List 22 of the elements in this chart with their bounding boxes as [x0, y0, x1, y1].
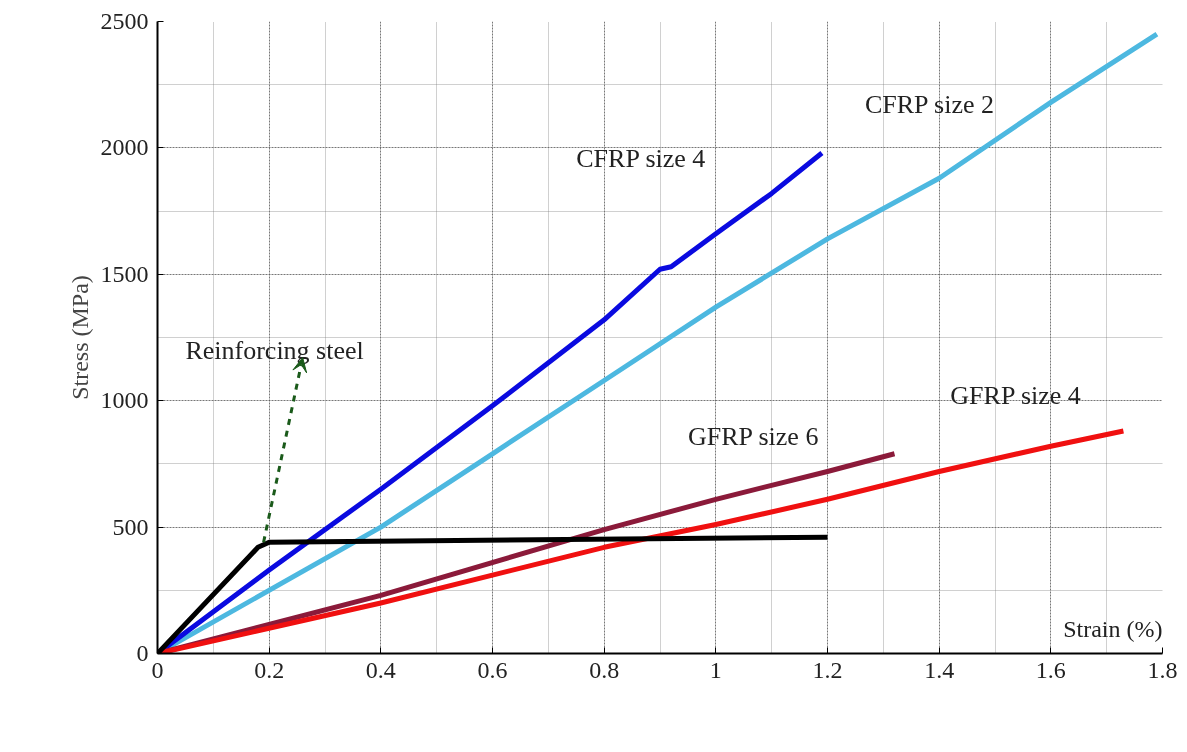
x-tick-label: 1: [709, 656, 722, 683]
x-tick-label: 1.6: [1035, 656, 1066, 683]
x-tick-label: 0.4: [365, 656, 396, 683]
x-tick-label: 0.6: [477, 656, 508, 683]
series-label: CFRP size 2: [864, 90, 995, 120]
y-tick-label: 0: [136, 640, 149, 666]
x-axis-title: Strain (%): [1063, 615, 1163, 642]
text: CFRP size 4: [576, 143, 706, 173]
series-label: GFRP size 4: [950, 381, 1081, 411]
series-label: GFRP size 6: [687, 421, 819, 451]
y-axis-title: Stress (MPa): [66, 275, 93, 400]
y-tick-label: 2000: [100, 134, 149, 161]
y-tick-label: 1500: [100, 260, 149, 287]
x-tick-label: 1.4: [924, 656, 955, 683]
x-tick-label: 1.2: [812, 656, 843, 683]
y-tick-label: 2500: [100, 8, 149, 34]
x-tick-label: 1.8: [1147, 656, 1178, 683]
x-tick-label: 0.8: [589, 656, 620, 683]
y-tick-label: 500: [112, 513, 149, 540]
text: Reinforcing steel: [185, 335, 364, 365]
y-tick-label: 1000: [100, 387, 149, 414]
x-tick-label: 0.2: [254, 656, 285, 683]
